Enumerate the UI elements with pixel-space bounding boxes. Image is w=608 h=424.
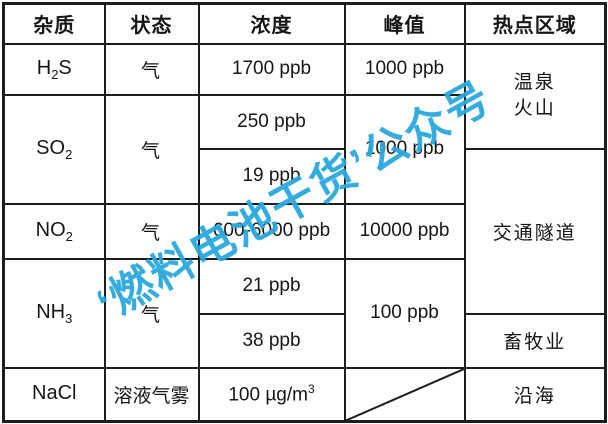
cell-so2-concentration-high: 250 ppb: [197, 93, 346, 150]
row-so2-high: SO2 气 250 ppb 1000 ppb: [2, 93, 606, 205]
row-nacl: NaCl 溶液气雾 100 µg/m3 沿海: [2, 366, 607, 423]
cell-nacl-formula: NaCl: [2, 366, 106, 423]
cell-so2-peak: 1000 ppb: [343, 93, 466, 205]
cell-no2-state: 气: [103, 202, 200, 260]
header-row: 杂质 状态 浓度 峰值 热点区域: [2, 2, 607, 45]
formula-subscript: 2: [51, 66, 59, 82]
concentration-value: 100 µg/m: [228, 384, 308, 406]
cell-region-coastal: 沿海: [463, 366, 607, 423]
cell-nh3-state: 气: [103, 257, 200, 369]
header-region: 热点区域: [463, 2, 607, 45]
row-h2s: H2S 气 1700 ppb 1000 ppb 温泉 火山: [2, 42, 607, 150]
formula-subscript: 2: [65, 146, 73, 162]
formula-base: H: [36, 56, 52, 79]
cell-h2s-state: 气: [103, 42, 200, 96]
cell-h2s-peak: 1000 ppb: [343, 42, 466, 96]
cell-nh3-concentration-high: 21 ppb: [197, 257, 346, 315]
cell-nh3-peak: 100 ppb: [343, 257, 466, 369]
header-peak: 峰值: [343, 2, 466, 45]
cell-h2s-formula: H2S: [2, 42, 106, 96]
formula-base: NaCl: [32, 381, 77, 404]
cell-so2-state: 气: [103, 93, 200, 205]
header-state: 状态: [103, 2, 200, 45]
formula-base: NO: [35, 218, 66, 241]
region-line-hot-spring: 温泉: [513, 72, 556, 93]
header-concentration: 浓度: [197, 2, 346, 45]
cell-nacl-concentration: 100 µg/m3: [197, 366, 346, 423]
formula-base: NH: [36, 300, 66, 323]
formula-tail: S: [58, 56, 72, 79]
row-nh3-low: 38 ppb 畜牧业: [4, 312, 607, 369]
concentration-superscript: 3: [307, 382, 315, 397]
cell-region-traffic-tunnel: 交通隧道: [463, 147, 607, 315]
cell-nh3-concentration-low: 38 ppb: [197, 312, 346, 369]
region-line-volcano: 火山: [513, 98, 556, 119]
cell-region-hot-spring-volcano: 温泉 火山: [463, 42, 607, 150]
cell-h2s-concentration: 1700 ppb: [197, 42, 346, 96]
formula-subscript: 3: [65, 310, 73, 326]
cell-so2-formula: SO2: [2, 93, 106, 205]
diagonal-slash: [346, 369, 464, 421]
cell-nacl-state: 溶液气雾: [103, 366, 200, 423]
cell-region-animal-husbandry: 畜牧业: [463, 312, 607, 369]
cell-no2-peak: 10000 ppb: [343, 202, 466, 260]
row-nh3-high: NH3 气 21 ppb 100 ppb: [2, 257, 606, 369]
formula-base: SO: [36, 136, 66, 159]
cell-nacl-peak-empty: [343, 366, 466, 423]
header-impurity: 杂质: [2, 2, 106, 45]
row-so2-low: 19 ppb 交通隧道: [4, 147, 607, 315]
cell-no2-concentration: 600-6000 ppb: [197, 202, 346, 260]
formula-subscript: 2: [65, 228, 73, 244]
cell-nh3-formula: NH3: [2, 257, 106, 369]
cell-so2-concentration-low: 19 ppb: [197, 147, 346, 205]
cell-no2-formula: NO2: [2, 202, 106, 260]
row-no2: NO2 气 600-6000 ppb 10000 ppb: [2, 202, 606, 260]
